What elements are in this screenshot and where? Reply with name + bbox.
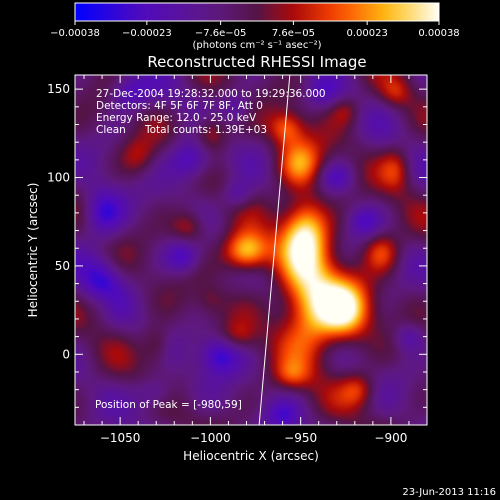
y-tick-label: 0	[62, 347, 70, 361]
x-tick-label: −900	[374, 431, 407, 445]
annotation-detectors: Detectors: 4F 5F 6F 7F 8F, Att 0	[96, 100, 263, 112]
y-axis-ticks: 0 50 100 150	[47, 82, 427, 408]
heatmap-image	[75, 75, 427, 425]
colorbar-unit-label: (photons cm⁻² s⁻¹ asec⁻²)	[192, 40, 321, 51]
x-tick-label: −1050	[100, 431, 141, 445]
footer-date: 23-Jun-2013 11:16	[402, 487, 496, 498]
colorbar-gradient	[75, 3, 439, 21]
annotation-energy: Energy Range: 12.0 - 25.0 keV	[96, 112, 257, 124]
x-axis-label: Heliocentric X (arcsec)	[183, 449, 319, 463]
colorbar-tick-label: 7.6e−05	[272, 28, 315, 39]
colorbar-tick-label: −0.00023	[122, 28, 172, 39]
colorbar-tick-label: −0.00038	[50, 28, 100, 39]
annotation-peak: Position of Peak = [-980,59]	[95, 399, 242, 411]
annotation-block: 27-Dec-2004 19:28:32.000 to 19:29:36.000…	[95, 88, 326, 411]
annotation-clean: Clean	[96, 124, 126, 136]
x-axis-ticks: −1050 −1000 −950 −900	[83, 75, 428, 445]
y-axis-label: Heliocentric Y (arcsec)	[26, 183, 40, 318]
colorbar-tick-label: −7.6e−05	[195, 28, 247, 39]
annotation-time-range: 27-Dec-2004 19:28:32.000 to 19:29:36.000	[96, 88, 326, 100]
limb-line	[258, 75, 291, 425]
annotation-total-counts: Total counts: 1.39E+03	[144, 124, 267, 136]
x-tick-label: −1000	[190, 431, 231, 445]
colorbar-ticks: −0.00038 −0.00023 −7.6e−05 7.6e−05 0.00023 0.…	[50, 21, 460, 39]
y-tick-label: 100	[47, 171, 70, 185]
colorbar-tick-label: 0.00038	[418, 28, 459, 39]
colorbar-frame	[74, 2, 440, 22]
colorbar: −0.00038 −0.00023 −7.6e−05 7.6e−05 0.00023 0.…	[50, 2, 460, 51]
colorbar-tick-label: 0.00023	[346, 28, 387, 39]
chart-title: Reconstructed RHESSI Image	[147, 53, 366, 71]
y-tick-label: 150	[47, 82, 70, 96]
x-tick-label: −950	[284, 431, 317, 445]
plot-frame	[74, 74, 428, 426]
y-tick-label: 50	[55, 259, 70, 273]
